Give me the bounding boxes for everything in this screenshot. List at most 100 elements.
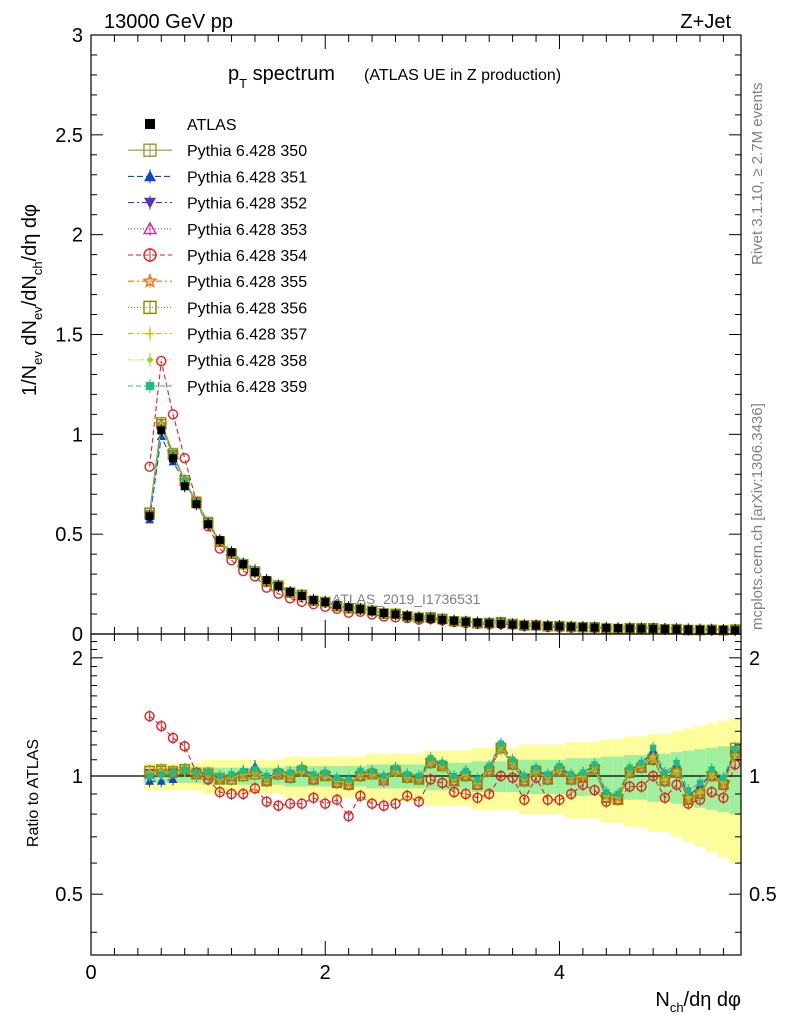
reference-point (426, 614, 435, 623)
mc-ratio-point (486, 762, 493, 770)
title-sub: T (239, 76, 247, 91)
mc-ratio-point (214, 786, 226, 798)
ratio-band-inner (682, 750, 695, 806)
reference-point (473, 618, 482, 627)
mc-ratio-point (718, 792, 729, 804)
reference-point (520, 621, 529, 630)
legend-entry: ATLAS (145, 117, 237, 134)
mc-ratio-point (519, 794, 530, 805)
mc-ratio-point (144, 711, 155, 722)
mc-ratio-point (345, 776, 352, 783)
reference-point (168, 454, 177, 463)
ratio-band-inner (612, 756, 624, 798)
ratio-band-inner (600, 756, 613, 798)
reference-point (414, 613, 423, 622)
mc-ratio-point (366, 798, 378, 809)
reference-point (215, 536, 224, 545)
mc-ratio-point (146, 772, 153, 780)
mc-ratio-point (448, 786, 460, 798)
mc-ratio-point (603, 788, 610, 796)
legend-marker (143, 143, 157, 157)
ratio-y-tick-label-right: 0.5 (749, 884, 777, 906)
mc-ratio-point (673, 759, 680, 767)
mc-point (179, 452, 190, 464)
reference-point (344, 603, 353, 612)
y-tick-label: 1.5 (55, 325, 83, 347)
y-tick-label: 2.5 (55, 125, 83, 147)
legend-entry: Pythia 6.428 359 (128, 379, 307, 396)
mc-ratio-point (355, 790, 366, 802)
mc-ratio-point (308, 792, 319, 804)
mc-ratio-point (357, 767, 364, 775)
reference-point (368, 607, 377, 616)
mc-ratio-point (568, 771, 575, 778)
mc-ratio-point (333, 774, 341, 781)
mc-ratio-point (706, 786, 717, 798)
reference-point (309, 596, 318, 605)
energy-label: 13000 GeV pp (104, 11, 233, 33)
mc-ratio-point (589, 785, 600, 796)
mc-ratio-point (462, 767, 469, 775)
mc-ratio-point (696, 779, 704, 787)
mc-ratio-point (404, 771, 411, 778)
mc-ratio-point (686, 795, 691, 800)
mc-ratio-point (509, 756, 516, 763)
mc-ratio-point (238, 788, 249, 800)
mc-ratio-point (415, 772, 423, 780)
reference-point (379, 609, 388, 618)
mc-ratio-point (156, 720, 167, 732)
ratio-band-inner (729, 744, 741, 815)
legend-label: Pythia 6.428 354 (187, 248, 307, 265)
mc-ratio-point (650, 744, 657, 751)
rivet-label: Rivet 3.1.10, ≥ 2.7M events (749, 83, 766, 266)
reference-point (614, 624, 623, 633)
reference-point (508, 620, 517, 629)
mc-ratio-point (626, 764, 633, 771)
mc-ratio-point (483, 788, 495, 800)
y-axis-label-main: 1/Nev dNev/dNch/dη dφ (19, 204, 45, 396)
mc-ratio-point (731, 746, 739, 753)
reference-point (496, 620, 505, 629)
chart-title-note: (ATLAS UE in Z production) (364, 67, 561, 84)
mc-ratio-point (497, 740, 505, 747)
main-panel: 0 0.5 1 1.5 2 2.5 3 (55, 25, 742, 646)
reference-series (145, 424, 740, 637)
mc-ratio-point (168, 774, 178, 784)
ratio-y-tick-label-right: 1 (749, 766, 760, 788)
reference-point (262, 576, 271, 585)
legend-entry: Pythia 6.428 355 (128, 272, 307, 291)
mc-ratio-point (659, 792, 671, 804)
x-tick-label: 2 (320, 962, 331, 984)
mc-ratio-point (392, 764, 399, 771)
mc-ratio-point (181, 766, 188, 773)
legend-marker (143, 248, 157, 262)
legend-entry: Pythia 6.428 358 (128, 352, 307, 370)
ratio-y-tick-label-right: 2 (749, 648, 760, 670)
mc-ratio-point (614, 790, 622, 798)
ratio-y-tick-label: 0.5 (55, 884, 83, 906)
mc-ratio-point (296, 798, 308, 809)
y-tick-label: 1 (72, 424, 83, 446)
reference-point (286, 588, 295, 597)
title-p: p (228, 63, 239, 85)
mc-series-ratio-line (149, 746, 736, 799)
mc-ratio-point (708, 766, 715, 773)
mc-ratio-point (544, 771, 551, 778)
mc-ratio-point (204, 769, 212, 776)
y-axis-label-ratio: Ratio to ATLAS (25, 739, 42, 847)
reference-point (660, 625, 669, 634)
legend-marker (144, 170, 156, 182)
mc-ratio-point (661, 769, 669, 776)
legend-entry: Pythia 6.428 356 (128, 300, 307, 317)
mc-ratio-point (579, 769, 587, 776)
reference-point (239, 560, 248, 569)
mc-ratio-point (368, 767, 376, 775)
y-tick-label: 3 (72, 25, 83, 47)
reference-point (297, 592, 306, 601)
reference-point (180, 482, 189, 491)
legend-label: Pythia 6.428 350 (187, 143, 307, 160)
mc-ratio-point (507, 772, 518, 783)
mc-ratio-point (193, 769, 200, 776)
mc-ratio-point (636, 781, 647, 792)
reference-point (356, 605, 365, 614)
